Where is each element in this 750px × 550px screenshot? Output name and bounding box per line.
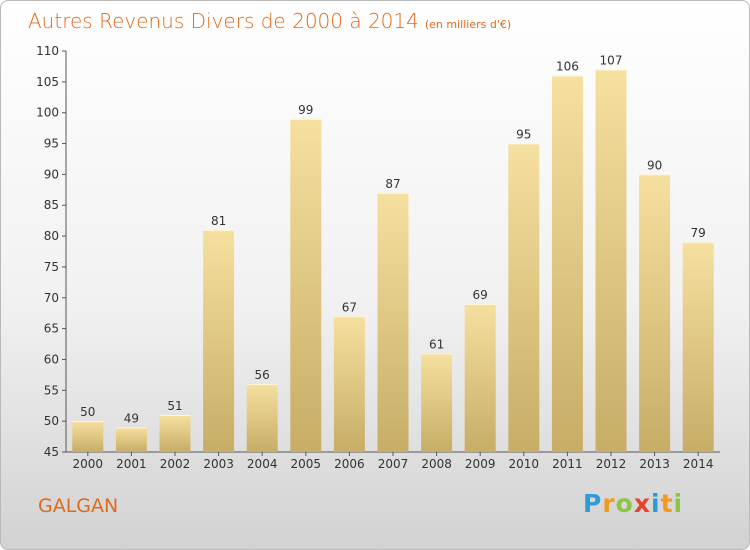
chart-bars	[72, 69, 714, 453]
bar	[333, 316, 365, 452]
y-tick-label: 50	[44, 414, 59, 428]
y-tick-label: 105	[36, 75, 59, 89]
x-tick-label: 2004	[247, 457, 278, 471]
bar-value-label: 99	[298, 103, 313, 117]
x-tick-label: 2011	[552, 457, 583, 471]
bar	[421, 353, 453, 452]
y-tick-label: 45	[44, 445, 59, 459]
bar	[377, 192, 409, 452]
bar-value-label: 87	[385, 177, 400, 191]
chart-unit-note: (en milliers d'€)	[424, 18, 512, 31]
bar	[595, 69, 627, 452]
x-tick-label: 2008	[421, 457, 452, 471]
y-tick-label: 70	[44, 291, 59, 305]
bar-value-label: 69	[473, 288, 488, 302]
bar	[246, 384, 278, 452]
y-tick-label: 55	[44, 383, 59, 397]
y-tick-label: 100	[36, 106, 59, 120]
x-tick-label: 2005	[291, 457, 322, 471]
y-tick-label: 60	[44, 352, 59, 366]
bar	[203, 229, 235, 452]
bar	[72, 421, 104, 452]
bar	[290, 118, 322, 452]
x-tick-label: 2000	[73, 457, 104, 471]
x-tick-label: 2007	[378, 457, 409, 471]
chart-labels: 50 49 51 81 56 99 67 87 61 69 95 106 107 90 79	[80, 54, 706, 426]
x-tick-label: 2001	[116, 457, 147, 471]
x-tick-label: 2003	[203, 457, 234, 471]
x-tick-label: 2013	[639, 457, 670, 471]
x-tick-label: 2012	[596, 457, 627, 471]
x-tick-label: 2014	[683, 457, 714, 471]
bar-value-label: 95	[516, 128, 531, 142]
commune-name: GALGAN	[38, 495, 119, 517]
chart-title: Autres Revenus Divers de 2000 à 2014 (en …	[28, 9, 511, 33]
bar	[508, 143, 540, 453]
x-tick-label: 2010	[509, 457, 540, 471]
y-tick-label: 95	[44, 137, 59, 151]
bar	[115, 427, 147, 452]
chart-title-text: Autres Revenus Divers de 2000 à 2014	[28, 9, 419, 33]
bar-value-label: 67	[342, 300, 357, 314]
bar-value-label: 106	[556, 60, 579, 74]
bar	[639, 174, 671, 452]
bar-value-label: 81	[211, 214, 226, 228]
bar-value-label: 107	[600, 54, 623, 68]
y-tick-label: 65	[44, 322, 59, 336]
proxiti-logo: Proxiti	[583, 489, 684, 518]
bar	[464, 303, 496, 452]
bar-value-label: 51	[167, 399, 182, 413]
bar-value-label: 56	[255, 368, 270, 382]
x-tick-label: 2009	[465, 457, 496, 471]
bar-value-label: 90	[647, 158, 662, 172]
bar-value-label: 79	[691, 226, 706, 240]
x-tick-label: 2002	[160, 457, 191, 471]
x-tick-label: 2006	[334, 457, 365, 471]
bar	[551, 75, 583, 452]
bar	[682, 242, 714, 452]
y-tick-label: 90	[44, 167, 59, 181]
bar-value-label: 49	[124, 411, 139, 425]
y-tick-label: 80	[44, 229, 59, 243]
y-tick-label: 75	[44, 260, 59, 274]
bar	[159, 414, 191, 452]
y-tick-label: 110	[36, 44, 59, 58]
y-tick-label: 85	[44, 198, 59, 212]
bar-value-label: 50	[80, 405, 95, 419]
chart-axes: 45 50 55 60 65 70 75 80 85 90 95 100 105 110 2000 2001 2…	[36, 44, 720, 471]
bar-value-label: 61	[429, 337, 444, 351]
